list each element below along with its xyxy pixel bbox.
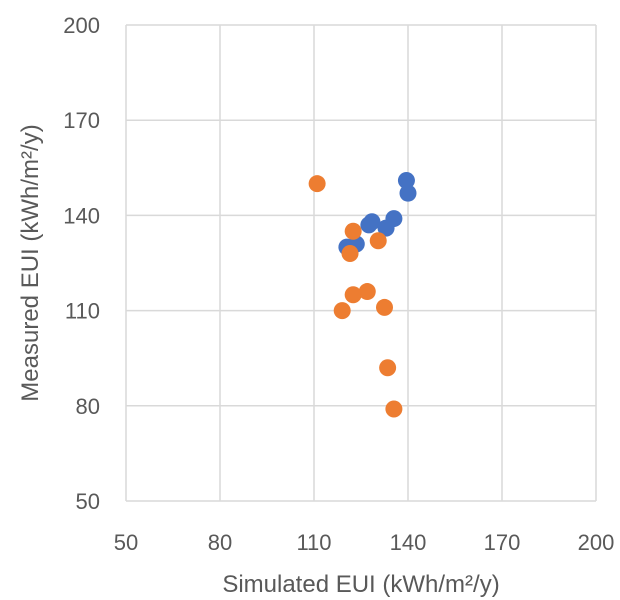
data-point: [358, 283, 376, 301]
data-point: [377, 219, 395, 237]
y-tick-label: 50: [76, 489, 100, 514]
data-point: [344, 286, 362, 304]
data-point: [360, 216, 378, 234]
x-tick-labels: 50 80 110 140 170 200: [114, 530, 615, 555]
x-tick-label: 140: [390, 530, 427, 555]
x-tick-label: 170: [484, 530, 521, 555]
data-point: [399, 184, 417, 202]
x-tick-label: 110: [296, 530, 331, 555]
x-tick-label: 80: [208, 530, 232, 555]
data-point: [385, 400, 403, 418]
y-tick-labels: 50 80 110 140 170 200: [63, 13, 100, 514]
y-tick-label: 170: [63, 108, 100, 133]
data-point: [376, 298, 393, 316]
data-point: [397, 171, 415, 189]
data-point: [369, 232, 387, 250]
y-tick-label: 110: [65, 299, 100, 324]
data-points: [308, 171, 417, 418]
gridlines: [125, 24, 597, 502]
y-tick-label: 140: [63, 203, 100, 228]
data-point: [344, 222, 362, 240]
x-axis-title: Simulated EUI (kWh/m²/y): [222, 571, 499, 598]
data-point: [341, 244, 359, 262]
y-axis-title: Measured EUI (kWh/m²/y): [17, 124, 44, 401]
data-point: [308, 175, 326, 193]
data-point: [333, 302, 351, 320]
x-tick-label: 200: [578, 530, 615, 555]
x-tick-label: 50: [114, 530, 138, 555]
data-point: [379, 359, 397, 377]
y-tick-label: 80: [76, 394, 100, 419]
y-tick-label: 200: [63, 13, 100, 38]
